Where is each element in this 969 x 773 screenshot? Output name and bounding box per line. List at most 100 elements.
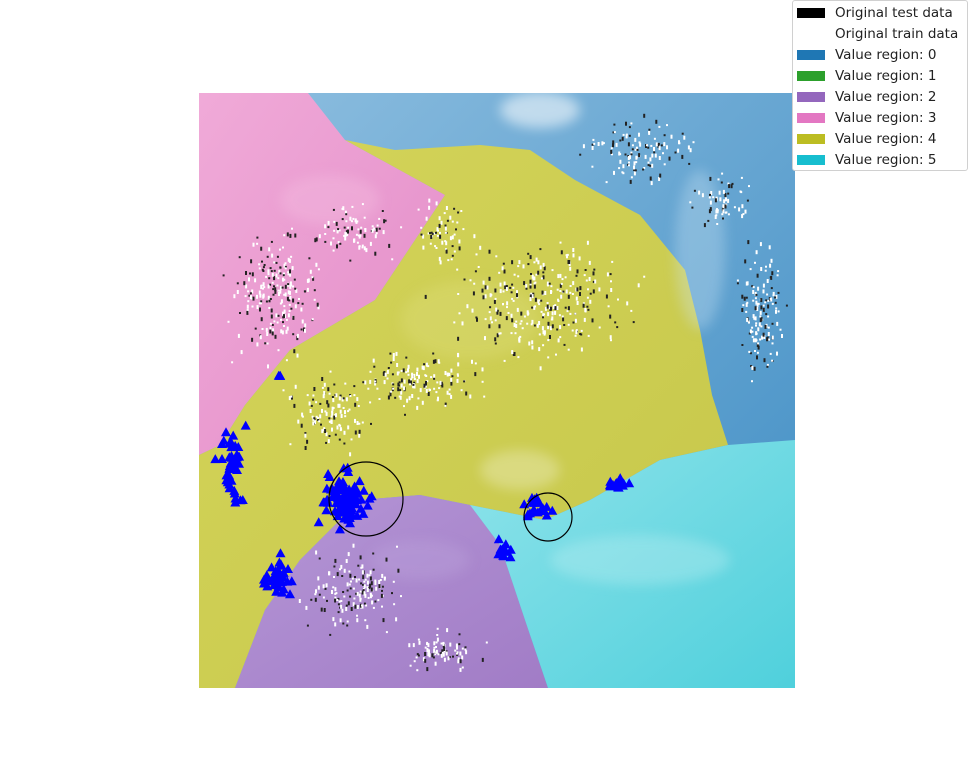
test-data-point (756, 273, 759, 278)
train-data-point (586, 240, 589, 245)
test-data-point (284, 265, 287, 268)
test-data-point (542, 316, 544, 319)
test-data-point (458, 633, 461, 636)
legend-label: Value region: 3 (835, 109, 937, 126)
train-data-point (746, 317, 749, 322)
test-data-point (567, 294, 570, 299)
test-data-point (335, 221, 338, 226)
train-data-point (456, 268, 459, 271)
test-data-point (451, 375, 454, 378)
train-data-point (284, 267, 287, 270)
test-data-point (332, 208, 335, 211)
train-data-point (533, 305, 536, 310)
test-data-point (433, 377, 436, 380)
triangle-marker (624, 478, 635, 488)
train-data-point (426, 641, 429, 644)
train-data-point (376, 387, 379, 390)
train-data-point (282, 311, 284, 316)
train-data-point (444, 240, 447, 243)
train-data-point (666, 145, 668, 150)
train-data-point (378, 580, 381, 584)
train-data-point (733, 206, 736, 209)
test-data-point (537, 270, 540, 275)
test-data-point (324, 429, 327, 433)
train-data-point (396, 545, 398, 548)
test-data-point (337, 228, 340, 231)
train-data-point (289, 272, 292, 277)
train-data-point (709, 200, 712, 205)
test-data-point (412, 383, 415, 386)
test-data-point (527, 263, 530, 266)
train-data-point (282, 277, 284, 282)
test-data-point (753, 366, 756, 371)
test-data-point (312, 276, 315, 281)
train-data-point (344, 231, 347, 236)
test-data-point (488, 249, 491, 254)
triangle-marker (326, 483, 337, 493)
train-data-point (339, 618, 342, 623)
test-data-point (304, 446, 307, 450)
train-data-point (426, 380, 429, 383)
train-data-point (755, 322, 758, 325)
train-data-point (306, 287, 309, 292)
train-data-point (282, 246, 284, 249)
test-data-point (317, 419, 320, 421)
train-data-point (304, 323, 307, 328)
train-data-point (322, 394, 325, 399)
train-data-point (344, 410, 346, 415)
test-data-point (354, 604, 357, 609)
train-data-point (622, 172, 625, 175)
test-data-point (529, 294, 532, 299)
train-data-point (435, 391, 438, 394)
train-data-point (547, 356, 550, 359)
test-data-point (627, 142, 630, 147)
train-data-point (630, 122, 633, 125)
train-data-point (769, 352, 772, 355)
train-data-point (689, 148, 692, 153)
test-data-point (251, 337, 254, 342)
test-data-point (630, 153, 633, 156)
triangle-marker (217, 439, 227, 448)
train-data-point (566, 310, 569, 313)
test-data-point (369, 583, 372, 588)
train-data-point (567, 323, 570, 326)
train-data-point (445, 651, 448, 656)
train-data-point (246, 304, 249, 309)
test-data-point (347, 601, 350, 606)
test-data-point (743, 296, 746, 301)
train-data-point (278, 292, 280, 296)
test-data-point (380, 593, 383, 598)
train-data-point (447, 259, 450, 262)
test-data-point (392, 383, 395, 386)
train-data-point (687, 145, 690, 150)
train-data-point (574, 312, 577, 315)
test-data-point (321, 377, 324, 381)
train-data-point (536, 323, 539, 328)
triangle-marker (321, 505, 332, 515)
train-data-point (754, 338, 757, 343)
train-data-point (752, 314, 755, 319)
train-data-point (383, 576, 386, 581)
train-data-point (236, 290, 239, 294)
train-data-point (776, 321, 779, 326)
train-data-point (265, 275, 268, 278)
train-data-point (650, 181, 653, 186)
train-data-point (420, 226, 423, 229)
triangle-marker (613, 475, 624, 485)
train-data-point (278, 269, 281, 274)
test-data-point (359, 555, 362, 560)
train-data-point (341, 397, 344, 402)
train-data-point (345, 220, 348, 223)
test-data-point (529, 284, 532, 289)
train-data-point (342, 206, 345, 211)
test-data-point (446, 219, 449, 222)
train-data-point (279, 248, 281, 251)
train-data-point (744, 209, 747, 214)
train-data-point (448, 372, 451, 375)
train-data-point (345, 397, 348, 402)
train-data-point (259, 335, 262, 340)
triangle-marker (538, 506, 549, 516)
train-data-point (442, 641, 445, 646)
test-data-point (494, 337, 497, 342)
train-data-point (503, 359, 506, 362)
